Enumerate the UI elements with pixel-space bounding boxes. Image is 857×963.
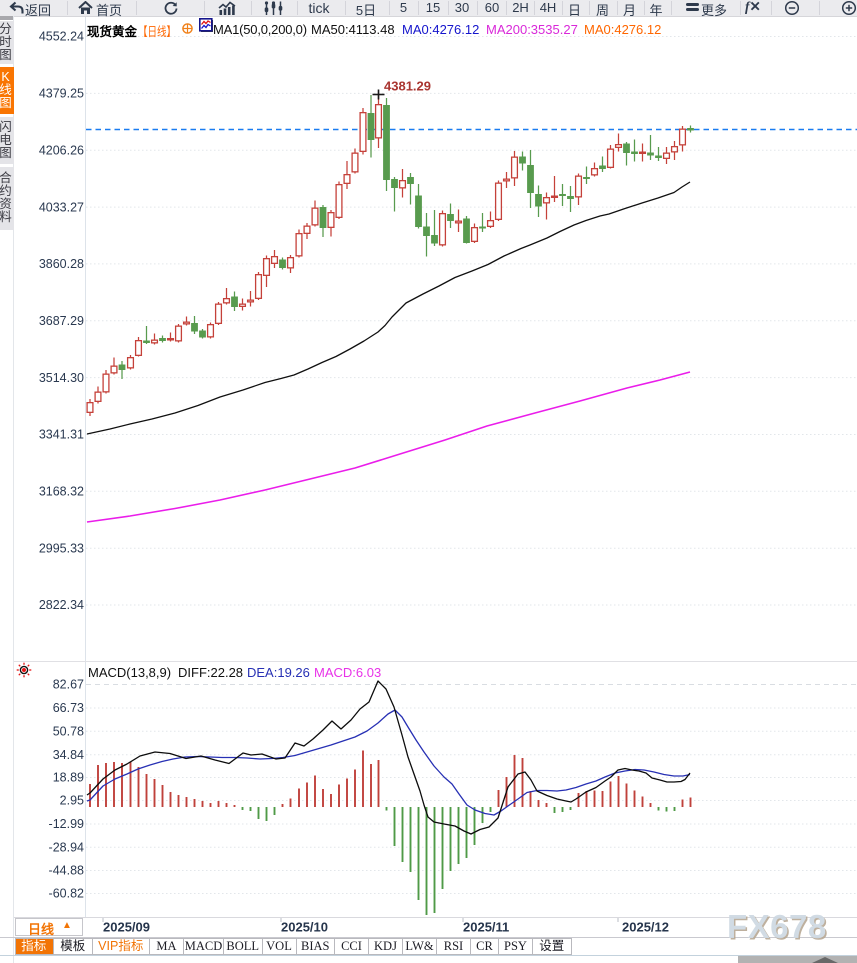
svg-text:50.78: 50.78 bbox=[53, 725, 84, 739]
svg-text:2822.34: 2822.34 bbox=[39, 598, 84, 612]
svg-text:3860.28: 3860.28 bbox=[39, 257, 84, 271]
svg-text:-28.94: -28.94 bbox=[49, 841, 84, 855]
svg-text:MACD(13,8,9): MACD(13,8,9) bbox=[88, 665, 171, 680]
svg-text:2025/12: 2025/12 bbox=[622, 920, 669, 935]
svg-text:3514.30: 3514.30 bbox=[39, 371, 84, 385]
svg-text:2025/10: 2025/10 bbox=[281, 920, 328, 935]
svg-text:DIFF:22.28: DIFF:22.28 bbox=[178, 665, 243, 680]
svg-text:-12.99: -12.99 bbox=[49, 817, 84, 831]
svg-text:2995.33: 2995.33 bbox=[39, 541, 84, 555]
svg-text:DEA:19.26: DEA:19.26 bbox=[247, 665, 310, 680]
svg-text:4033.27: 4033.27 bbox=[39, 200, 84, 214]
svg-text:82.67: 82.67 bbox=[53, 678, 84, 692]
svg-text:2025/09: 2025/09 bbox=[103, 920, 150, 935]
svg-text:4379.25: 4379.25 bbox=[39, 87, 84, 101]
svg-text:34.84: 34.84 bbox=[53, 748, 84, 762]
svg-text:18.89: 18.89 bbox=[53, 771, 84, 785]
svg-text:3687.29: 3687.29 bbox=[39, 314, 84, 328]
svg-text:4381.29: 4381.29 bbox=[384, 79, 431, 94]
svg-text:3168.32: 3168.32 bbox=[39, 485, 84, 499]
svg-text:2.95: 2.95 bbox=[60, 794, 84, 808]
svg-text:4552.24: 4552.24 bbox=[39, 30, 84, 44]
svg-text:-60.82: -60.82 bbox=[49, 887, 84, 901]
svg-text:4206.26: 4206.26 bbox=[39, 143, 84, 157]
svg-text:3341.31: 3341.31 bbox=[39, 428, 84, 442]
svg-text:MACD:6.03: MACD:6.03 bbox=[314, 665, 381, 680]
svg-text:-44.88: -44.88 bbox=[49, 864, 84, 878]
svg-text:2025/11: 2025/11 bbox=[463, 920, 509, 935]
svg-text:66.73: 66.73 bbox=[53, 701, 84, 715]
